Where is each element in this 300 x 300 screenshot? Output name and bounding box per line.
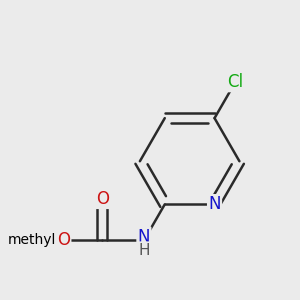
Text: Cl: Cl [227,73,244,91]
Text: O: O [96,190,109,208]
Text: N: N [138,228,150,246]
Text: N: N [208,195,221,213]
Text: methyl: methyl [7,233,56,248]
Text: O: O [57,232,70,250]
Text: H: H [138,243,150,258]
